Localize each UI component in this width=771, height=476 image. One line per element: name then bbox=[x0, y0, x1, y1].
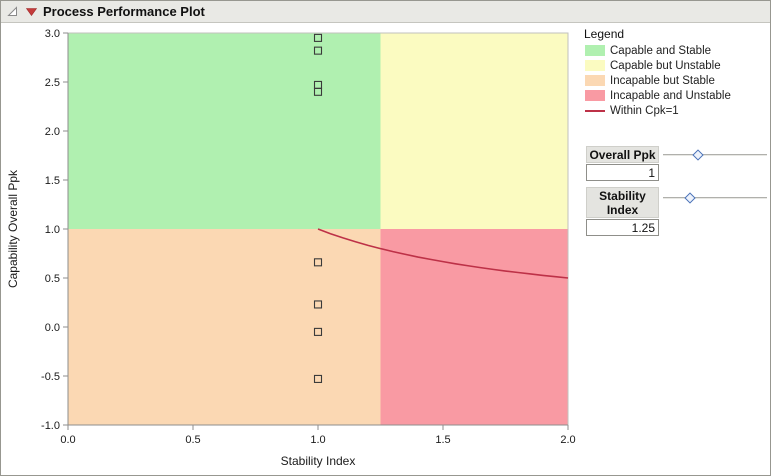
y-tick-label: 0.0 bbox=[45, 322, 60, 334]
window-title: Process Performance Plot bbox=[43, 4, 205, 19]
within-cpk-curve bbox=[317, 228, 569, 279]
legend-item: Incapable and Unstable bbox=[585, 88, 731, 103]
data-point-marker[interactable] bbox=[313, 46, 323, 55]
disclosure-triangle-icon[interactable] bbox=[5, 5, 19, 19]
y-tick-label: -0.5 bbox=[41, 371, 60, 383]
legend-title: Legend bbox=[584, 27, 625, 41]
process-performance-plot: -1.0 -0.5 0.0 0.5 1.0 1.5 2.0 2.5 3.0 0.0 0.5 1.0 1.… bbox=[1, 23, 581, 475]
legend-line-swatch-within-cpk bbox=[585, 105, 605, 116]
y-axis-title: Capability Overall Ppk bbox=[6, 169, 20, 288]
x-tick-label: 1.5 bbox=[435, 434, 450, 446]
red-triangle-menu-icon[interactable] bbox=[24, 5, 38, 19]
legend-item-label: Within Cpk=1 bbox=[610, 104, 679, 117]
data-point-marker[interactable] bbox=[313, 300, 323, 309]
overall-ppk-input[interactable] bbox=[586, 164, 659, 181]
x-tick-label: 0.5 bbox=[185, 434, 200, 446]
x-tick-label: 0.0 bbox=[60, 434, 75, 446]
overall-ppk-slider[interactable] bbox=[662, 146, 768, 163]
y-tick-label: 0.5 bbox=[45, 273, 60, 285]
legend-item-label: Incapable but Stable bbox=[610, 74, 715, 87]
titlebar: Process Performance Plot bbox=[1, 1, 770, 23]
legend-item: Within Cpk=1 bbox=[585, 103, 731, 118]
legend: Capable and Stable Capable but Unstable … bbox=[585, 43, 731, 118]
legend-item-label: Capable and Stable bbox=[610, 44, 712, 57]
data-point-marker[interactable] bbox=[313, 258, 323, 267]
legend-item: Capable and Stable bbox=[585, 43, 731, 58]
stability-index-input[interactable] bbox=[586, 219, 659, 236]
quadrant-capable-unstable bbox=[380, 33, 568, 229]
quadrant-incapable-unstable bbox=[380, 229, 568, 425]
legend-item-label: Incapable and Unstable bbox=[610, 89, 731, 102]
overall-ppk-label: Overall Ppk bbox=[586, 146, 659, 163]
legend-item: Capable but Unstable bbox=[585, 58, 731, 73]
legend-swatch-incapable-stable bbox=[585, 75, 605, 86]
y-tick-label: -1.0 bbox=[41, 420, 60, 432]
legend-swatch-incapable-unstable bbox=[585, 90, 605, 101]
x-tick-label: 1.0 bbox=[310, 434, 325, 446]
data-point-marker[interactable] bbox=[313, 327, 323, 336]
stability-index-slider[interactable] bbox=[662, 189, 768, 206]
x-tick-label: 2.0 bbox=[560, 434, 575, 446]
slider-track bbox=[663, 154, 767, 156]
slider-thumb[interactable] bbox=[683, 191, 696, 204]
side-panel: Legend Capable and Stable Capable but Un… bbox=[581, 23, 770, 475]
y-tick-label: 3.0 bbox=[45, 28, 60, 40]
stability-index-label: Stability Index bbox=[586, 187, 659, 218]
y-tick-label: 1.0 bbox=[45, 224, 60, 236]
legend-item: Incapable but Stable bbox=[585, 73, 731, 88]
y-tick-label: 2.5 bbox=[45, 77, 60, 89]
x-axis-title: Stability Index bbox=[281, 454, 356, 468]
quadrant-capable-stable bbox=[68, 33, 381, 229]
slider-thumb[interactable] bbox=[692, 148, 704, 161]
data-point-marker[interactable] bbox=[313, 33, 323, 42]
slider-track bbox=[663, 197, 767, 199]
quadrant-incapable-stable bbox=[68, 229, 381, 425]
data-point-marker[interactable] bbox=[313, 87, 323, 96]
legend-item-label: Capable but Unstable bbox=[610, 59, 721, 72]
legend-swatch-capable-stable bbox=[585, 45, 605, 56]
plot-svg: -1.0 -0.5 0.0 0.5 1.0 1.5 2.0 2.5 3.0 0.0 0.5 1.0 1.… bbox=[6, 28, 576, 468]
y-tick-label: 1.5 bbox=[45, 175, 60, 187]
legend-swatch-capable-unstable bbox=[585, 60, 605, 71]
y-tick-label: 2.0 bbox=[45, 126, 60, 138]
data-point-marker[interactable] bbox=[313, 374, 323, 383]
